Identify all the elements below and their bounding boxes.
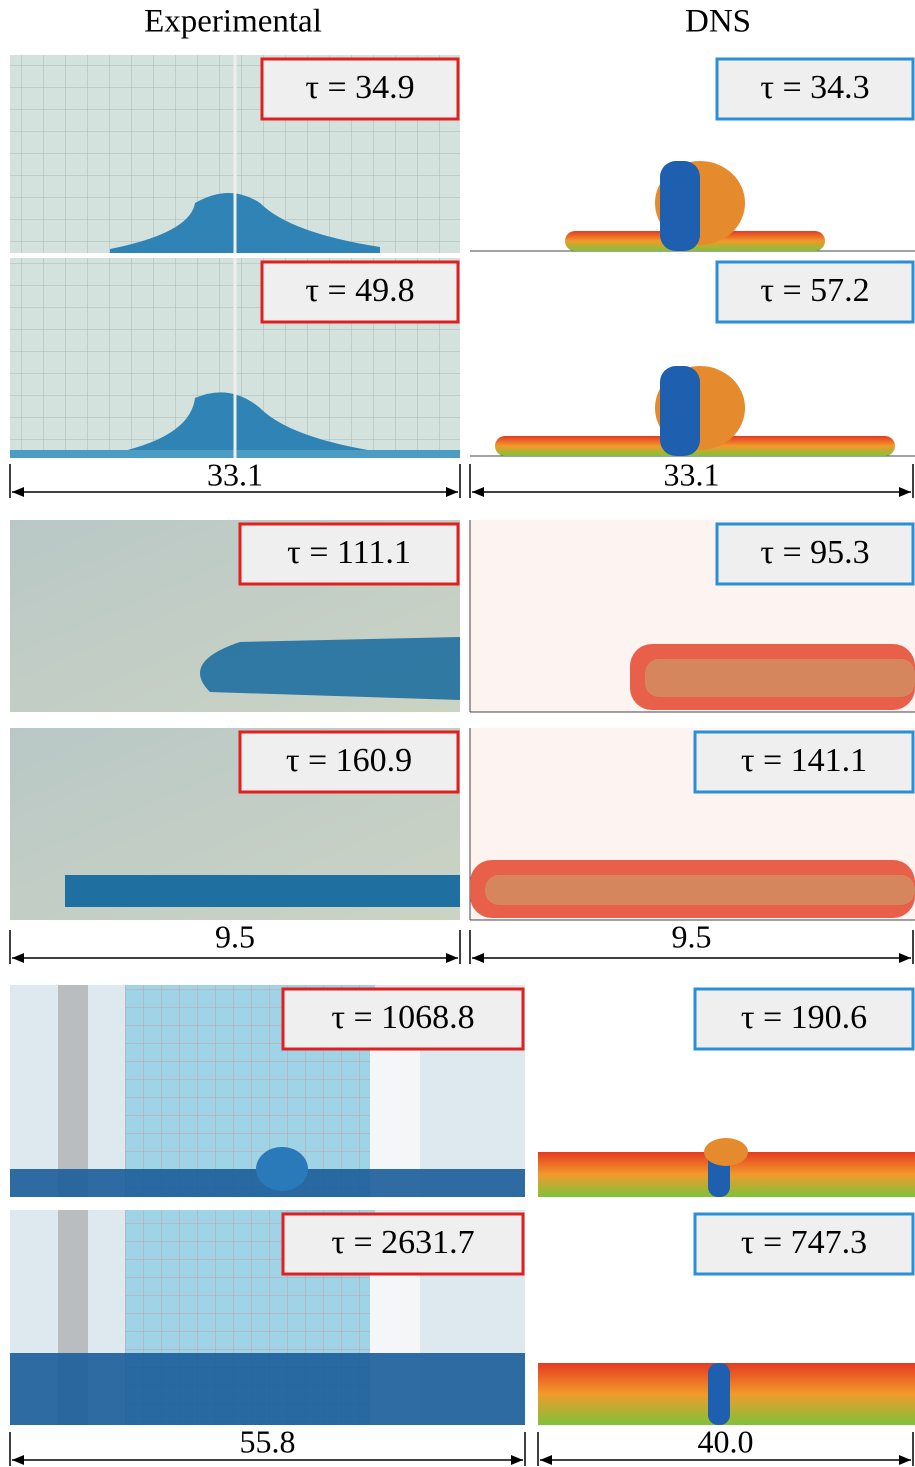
time-label: τ = 141.1 — [741, 742, 867, 779]
time-label: τ = 34.3 — [760, 69, 869, 106]
time-label: τ = 747.3 — [741, 1224, 867, 1261]
panels: τ = 34.9 τ = 34.3 τ = 49.8 τ = 57.2 33.1 33.1… — [10, 55, 915, 1466]
time-label: τ = 111.1 — [287, 534, 411, 571]
dns-fluid — [708, 1363, 730, 1425]
dye — [10, 1353, 525, 1425]
dimension-label: 55.8 — [240, 1423, 296, 1459]
dimension-label: 9.5 — [215, 918, 255, 954]
time-label: τ = 190.6 — [741, 999, 867, 1036]
dye — [65, 875, 460, 907]
dimension-label: 33.1 — [207, 456, 263, 492]
time-label: τ = 34.9 — [305, 69, 414, 106]
dns-fluid — [645, 659, 915, 697]
time-label: τ = 57.2 — [760, 272, 869, 309]
dimension-label: 9.5 — [672, 918, 712, 954]
column-header: DNS — [685, 4, 751, 40]
dye — [200, 637, 460, 700]
time-label: τ = 49.8 — [305, 272, 414, 309]
column-header: Experimental — [144, 4, 322, 40]
dns-fluid — [704, 1138, 748, 1166]
figure: Experimental DNS τ = 34.9 τ = 34.3 τ = 49.… — [0, 0, 915, 1467]
time-label: τ = 160.9 — [286, 742, 412, 779]
dns-fluid — [660, 161, 700, 251]
ruler — [58, 985, 88, 1197]
dimension-label: 33.1 — [664, 456, 720, 492]
dns-fluid — [660, 366, 700, 456]
dye — [256, 1147, 308, 1191]
time-label: τ = 2631.7 — [331, 1224, 474, 1261]
dimension-label: 40.0 — [698, 1423, 754, 1459]
time-label: τ = 1068.8 — [331, 999, 474, 1036]
dns-fluid — [485, 875, 915, 905]
time-label: τ = 95.3 — [760, 534, 869, 571]
